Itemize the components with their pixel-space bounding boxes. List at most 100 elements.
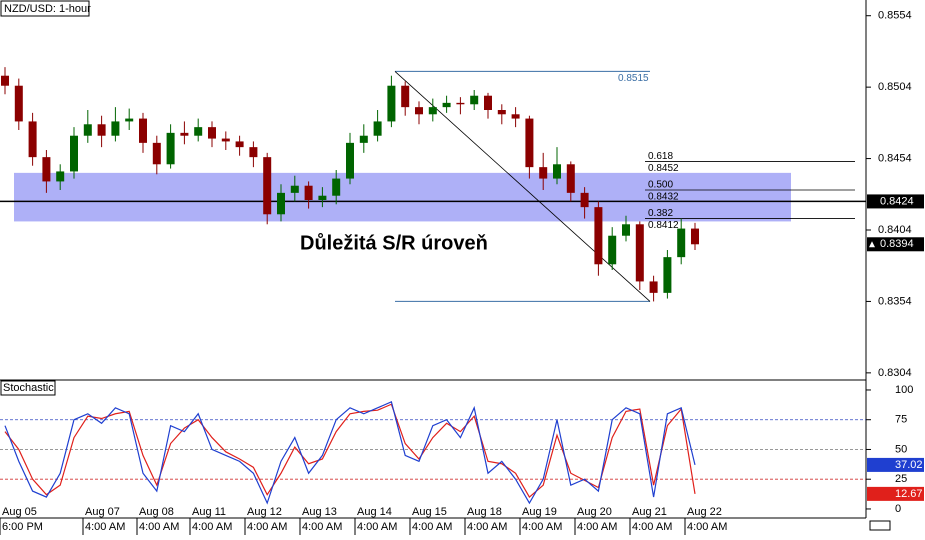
y-tick-label: 0.8454	[878, 152, 912, 164]
stoch-value-box	[867, 486, 924, 501]
current-price-label: 0.8394	[880, 238, 914, 250]
x-tick-label: Aug 22	[687, 506, 722, 518]
x-tick-label: 4:00 AM	[467, 521, 507, 533]
x-tick-label: 4:00 AM	[687, 521, 727, 533]
candle-body	[56, 171, 65, 182]
candle-body	[111, 121, 120, 136]
candle-body	[470, 95, 479, 105]
candle-body	[180, 132, 189, 136]
x-tick-label: 4:00 AM	[85, 521, 125, 533]
fib-trend-line	[394, 71, 651, 302]
candle-body	[594, 207, 603, 265]
x-tick-label: Aug 12	[247, 506, 282, 518]
candle-body	[525, 118, 534, 168]
annotation: Důležitá S/R úroveň	[300, 232, 488, 254]
x-tick-label: Aug 11	[192, 506, 226, 518]
title-box	[0, 0, 90, 17]
candle-body	[663, 257, 672, 293]
candle-body	[387, 85, 396, 122]
stoch-tick-label: 100	[895, 384, 913, 396]
candle-body	[83, 124, 92, 136]
fib-ratio-label: 0.500	[648, 180, 673, 191]
x-tick-label: 4:00 AM	[247, 521, 287, 533]
x-tick-label: Aug 14	[357, 506, 392, 518]
candle-body	[139, 118, 147, 143]
x-tick-label: 4:00 AM	[632, 521, 672, 533]
x-tick-label: Aug 21	[632, 506, 667, 518]
stoch-value-label: 37.02	[895, 459, 923, 471]
candle-body	[415, 107, 423, 115]
x-tick-label: Aug 20	[577, 506, 612, 518]
fib-ratio-label: 0.382	[648, 208, 673, 219]
candle-body	[359, 135, 368, 143]
candle-body	[539, 167, 548, 179]
candle-body	[553, 164, 561, 179]
candle-body	[318, 195, 327, 200]
candle-body	[70, 135, 78, 172]
candle-body	[166, 132, 175, 165]
stoch-line	[4, 401, 696, 505]
sr-level-box	[867, 194, 924, 209]
fib-high-label: 0.8515	[618, 73, 649, 84]
chart-title: NZD/USD: 1-hour	[4, 3, 91, 15]
candle-body	[580, 192, 589, 208]
candle-body	[97, 124, 106, 136]
x-tick-label: 6:00 PM	[2, 521, 43, 533]
y-tick-label: 0.8554	[878, 10, 912, 22]
candle-body	[1, 75, 9, 86]
x-tick-label: 4:00 AM	[302, 521, 342, 533]
candle-body	[235, 141, 244, 148]
stoch-value-label: 12.67	[895, 488, 923, 500]
sr-zone	[14, 172, 791, 222]
candle-body	[304, 185, 313, 200]
candle-body	[635, 224, 644, 282]
candle-body	[566, 164, 575, 193]
x-tick-label: Aug 05	[2, 506, 37, 518]
candle-body	[263, 157, 272, 215]
stoch-title: Stochastic	[3, 382, 54, 394]
y-tick-label: 0.8404	[878, 224, 912, 236]
candle-body	[42, 157, 51, 182]
candle-body	[373, 121, 382, 136]
x-tick-label: Aug 18	[467, 506, 502, 518]
candle-body	[608, 235, 617, 265]
sr-level-label: 0.8424	[880, 195, 914, 207]
scroll-icon[interactable]	[869, 520, 891, 531]
candle-body	[401, 85, 410, 108]
candle-body	[28, 121, 37, 158]
candle-body	[456, 102, 465, 105]
candle-body	[249, 147, 258, 158]
x-tick-label: 4:00 AM	[577, 521, 617, 533]
stoch-tick-label: 0	[895, 503, 901, 515]
x-tick-label: Aug 15	[412, 506, 447, 518]
stoch-line	[4, 403, 696, 498]
candle-body	[290, 185, 299, 193]
fib-price-label: 0.8432	[648, 192, 679, 203]
fib-price-label: 0.8412	[648, 220, 679, 231]
candle-body	[622, 224, 630, 236]
x-tick-label: 4:00 AM	[522, 521, 562, 533]
x-tick-label: Aug 07	[85, 506, 120, 518]
candle-body	[221, 138, 230, 142]
fib-ratio-label: 0.618	[648, 151, 673, 162]
candle-body	[152, 142, 161, 165]
candle-body	[511, 114, 520, 119]
candle-body	[125, 118, 134, 122]
x-tick-label: 4:00 AM	[192, 521, 232, 533]
fib-price-label: 0.8452	[648, 163, 679, 174]
x-tick-label: Aug 08	[139, 506, 174, 518]
stoch-tick-label: 75	[895, 414, 907, 426]
x-tick-label: 4:00 AM	[357, 521, 397, 533]
candle-body	[14, 85, 23, 122]
candle-body	[208, 127, 216, 139]
y-tick-label: 0.8504	[878, 81, 912, 93]
candle-body	[484, 95, 492, 110]
x-tick-label: Aug 19	[522, 506, 557, 518]
candle-body	[277, 192, 285, 215]
stoch-tick-label: 50	[895, 443, 907, 455]
current-price-arrow	[869, 241, 875, 248]
stoch-tick-label: 25	[895, 473, 907, 485]
candle-body	[677, 228, 686, 258]
x-tick-label: Aug 13	[302, 506, 337, 518]
